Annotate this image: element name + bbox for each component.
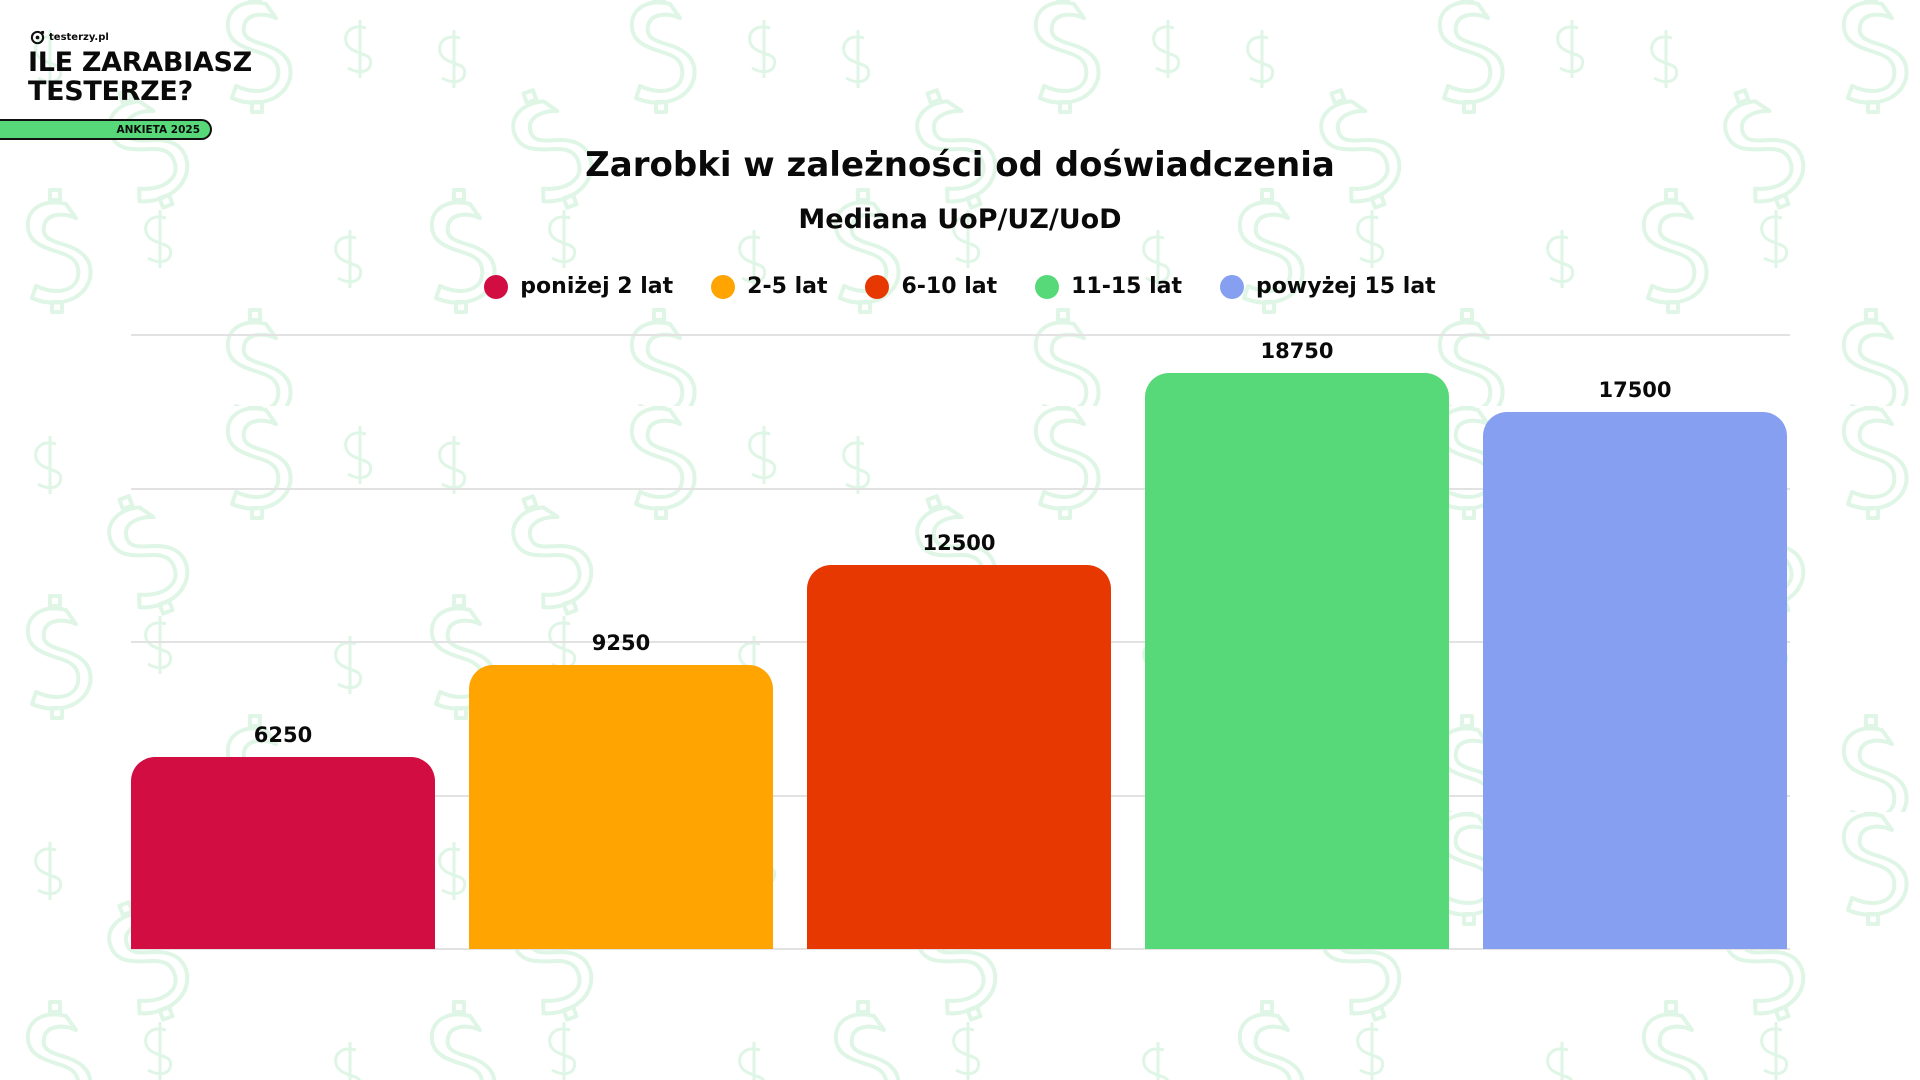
chart-subtitle: Mediana UoP/UZ/UoD: [798, 204, 1122, 235]
badge-label: ANKIETA 2025: [116, 123, 200, 136]
gridline: [131, 948, 1790, 950]
legend-swatch-icon: [711, 274, 736, 299]
testerzy-logo: testerzy.pl: [30, 30, 109, 45]
bar-value-label: 6250: [253, 723, 313, 748]
bar-over-15-years: [1483, 411, 1787, 949]
bar-value-label: 17500: [1598, 377, 1672, 402]
legend-item-11-15-years: 11-15 lat: [1035, 274, 1182, 299]
legend-item-over-15-years: powyżej 15 lat: [1220, 274, 1436, 299]
legend-label: powyżej 15 lat: [1256, 274, 1436, 299]
bar-value-label: 9250: [591, 631, 651, 656]
legend-swatch-icon: [484, 274, 509, 299]
target-logo-icon: [30, 30, 45, 45]
legend-swatch-icon: [1220, 274, 1245, 299]
bar-2-5-years: [469, 665, 773, 949]
legend-item-2-5-years: 2-5 lat: [711, 274, 827, 299]
legend-item-below-2-years: poniżej 2 lat: [484, 274, 673, 299]
survey-year-badge: ANKIETA 2025: [0, 119, 212, 140]
bar-below-2-years: [131, 757, 435, 949]
legend-label: 11-15 lat: [1071, 274, 1183, 299]
legend-label: poniżej 2 lat: [520, 274, 674, 299]
bar-chart-plot: 6250 9250 12500 18750 17500: [131, 334, 1790, 950]
gridline: [131, 334, 1790, 336]
bar-value-label: 12500: [922, 531, 996, 556]
legend-item-6-10-years: 6-10 lat: [865, 274, 997, 299]
bar-11-15-years: [1145, 373, 1449, 949]
headline-line-2: TESTERZE?: [28, 76, 193, 107]
bar-6-10-years: [807, 565, 1111, 949]
legend-label: 6-10 lat: [901, 274, 998, 299]
bar-value-label: 18750: [1260, 339, 1334, 364]
legend-swatch-icon: [865, 274, 890, 299]
chart-legend: poniżej 2 lat 2-5 lat 6-10 lat 11-15 lat…: [0, 274, 1920, 299]
legend-swatch-icon: [1035, 274, 1060, 299]
survey-headline: ILE ZARABIASZ TESTERZE?: [28, 48, 252, 106]
gridline: [131, 487, 1790, 490]
headline-line-1: ILE ZARABIASZ: [28, 47, 252, 78]
logo-text: testerzy.pl: [49, 32, 109, 43]
chart-title: Zarobki w zależności od doświadczenia: [585, 145, 1335, 185]
legend-label: 2-5 lat: [747, 274, 828, 299]
